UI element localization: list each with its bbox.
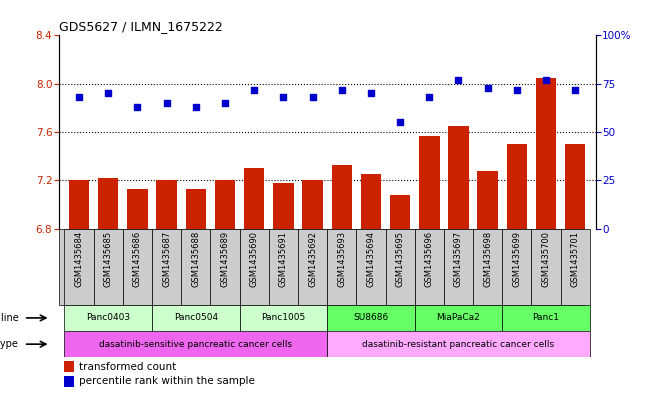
Bar: [302, 180, 323, 229]
Point: [249, 86, 259, 93]
Bar: [152, 305, 240, 331]
Bar: [152, 229, 181, 305]
Text: GDS5627 / ILMN_1675222: GDS5627 / ILMN_1675222: [59, 20, 223, 33]
Point: [570, 86, 581, 93]
Text: GSM1435695: GSM1435695: [396, 231, 405, 287]
Text: GSM1435690: GSM1435690: [249, 231, 258, 287]
Text: dasatinib-resistant pancreatic cancer cells: dasatinib-resistant pancreatic cancer ce…: [363, 340, 555, 349]
Text: GSM1435686: GSM1435686: [133, 231, 142, 287]
Bar: [561, 229, 590, 305]
Bar: [361, 174, 381, 229]
Point: [512, 86, 522, 93]
Text: GSM1435699: GSM1435699: [512, 231, 521, 287]
Point: [74, 94, 84, 101]
Point: [220, 100, 230, 106]
Bar: [473, 229, 503, 305]
Bar: [385, 229, 415, 305]
Text: GSM1435701: GSM1435701: [571, 231, 580, 287]
Point: [132, 104, 143, 110]
Bar: [64, 362, 74, 372]
Point: [424, 94, 434, 101]
Bar: [64, 229, 94, 305]
Text: GSM1435698: GSM1435698: [483, 231, 492, 287]
Point: [541, 77, 551, 83]
Text: GSM1435692: GSM1435692: [308, 231, 317, 287]
Bar: [64, 331, 327, 357]
Bar: [503, 229, 531, 305]
Bar: [269, 229, 298, 305]
Bar: [449, 126, 469, 229]
Bar: [506, 144, 527, 229]
Text: dasatinib-sensitive pancreatic cancer cells: dasatinib-sensitive pancreatic cancer ce…: [99, 340, 292, 349]
Bar: [186, 189, 206, 229]
Text: GSM1435687: GSM1435687: [162, 231, 171, 287]
Bar: [240, 229, 269, 305]
Bar: [210, 229, 240, 305]
Text: Panc1: Panc1: [533, 313, 560, 322]
Bar: [419, 136, 439, 229]
Bar: [415, 229, 444, 305]
Text: GSM1435688: GSM1435688: [191, 231, 201, 287]
Text: GSM1435697: GSM1435697: [454, 231, 463, 287]
Bar: [331, 165, 352, 229]
Bar: [64, 305, 152, 331]
Text: cell type: cell type: [0, 339, 18, 349]
Bar: [536, 78, 556, 229]
Bar: [477, 171, 498, 229]
Bar: [565, 144, 585, 229]
Text: transformed count: transformed count: [79, 362, 176, 371]
Bar: [503, 305, 590, 331]
Point: [395, 119, 406, 125]
Bar: [298, 229, 327, 305]
Text: GSM1435689: GSM1435689: [221, 231, 229, 287]
Point: [161, 100, 172, 106]
Text: GSM1435685: GSM1435685: [104, 231, 113, 287]
Bar: [390, 195, 410, 229]
Point: [482, 84, 493, 91]
Text: Panc1005: Panc1005: [261, 313, 305, 322]
Text: GSM1435693: GSM1435693: [337, 231, 346, 287]
Bar: [327, 305, 415, 331]
Point: [191, 104, 201, 110]
Bar: [123, 229, 152, 305]
Text: GSM1435694: GSM1435694: [367, 231, 376, 287]
Text: GSM1435696: GSM1435696: [425, 231, 434, 287]
Text: GSM1435700: GSM1435700: [542, 231, 551, 287]
Bar: [156, 180, 177, 229]
Text: percentile rank within the sample: percentile rank within the sample: [79, 376, 255, 386]
Bar: [244, 168, 264, 229]
Bar: [98, 178, 118, 229]
Point: [307, 94, 318, 101]
Bar: [69, 180, 89, 229]
Point: [366, 90, 376, 97]
Point: [278, 94, 288, 101]
Text: SU8686: SU8686: [353, 313, 389, 322]
Text: GSM1435684: GSM1435684: [74, 231, 83, 287]
Text: MiaPaCa2: MiaPaCa2: [437, 313, 480, 322]
Bar: [327, 229, 356, 305]
Bar: [94, 229, 123, 305]
Text: Panc0403: Panc0403: [86, 313, 130, 322]
Bar: [181, 229, 210, 305]
Bar: [273, 183, 294, 229]
Bar: [356, 229, 385, 305]
Bar: [240, 305, 327, 331]
Bar: [444, 229, 473, 305]
Bar: [127, 189, 148, 229]
Point: [337, 86, 347, 93]
Point: [103, 90, 113, 97]
Text: cell line: cell line: [0, 313, 18, 323]
Bar: [215, 180, 235, 229]
Text: Panc0504: Panc0504: [174, 313, 218, 322]
Point: [453, 77, 464, 83]
Bar: [531, 229, 561, 305]
Bar: [64, 376, 74, 387]
Text: GSM1435691: GSM1435691: [279, 231, 288, 287]
Bar: [415, 305, 503, 331]
Bar: [327, 331, 590, 357]
